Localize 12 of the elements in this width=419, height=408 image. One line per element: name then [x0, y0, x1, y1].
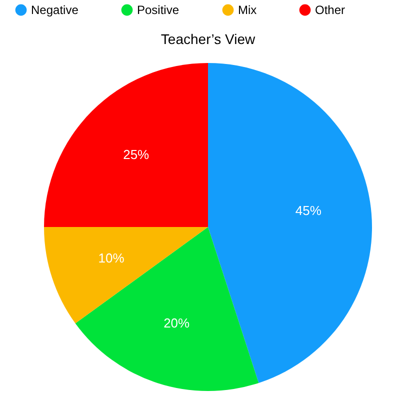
text: Teacher’s View [160, 31, 256, 47]
pie-slice [75, 227, 259, 391]
pie-slice [44, 63, 208, 227]
legend-label: Mix [238, 3, 257, 17]
legend-label: Other [315, 3, 346, 17]
data-label: 45% [295, 203, 322, 218]
data-label: 20% [164, 316, 190, 331]
data-label: 10% [98, 250, 125, 266]
data-label: 25% [123, 147, 150, 162]
pie-slice [208, 63, 372, 383]
legend-label: Positive [137, 3, 180, 17]
legend-label: Negative [31, 3, 79, 17]
